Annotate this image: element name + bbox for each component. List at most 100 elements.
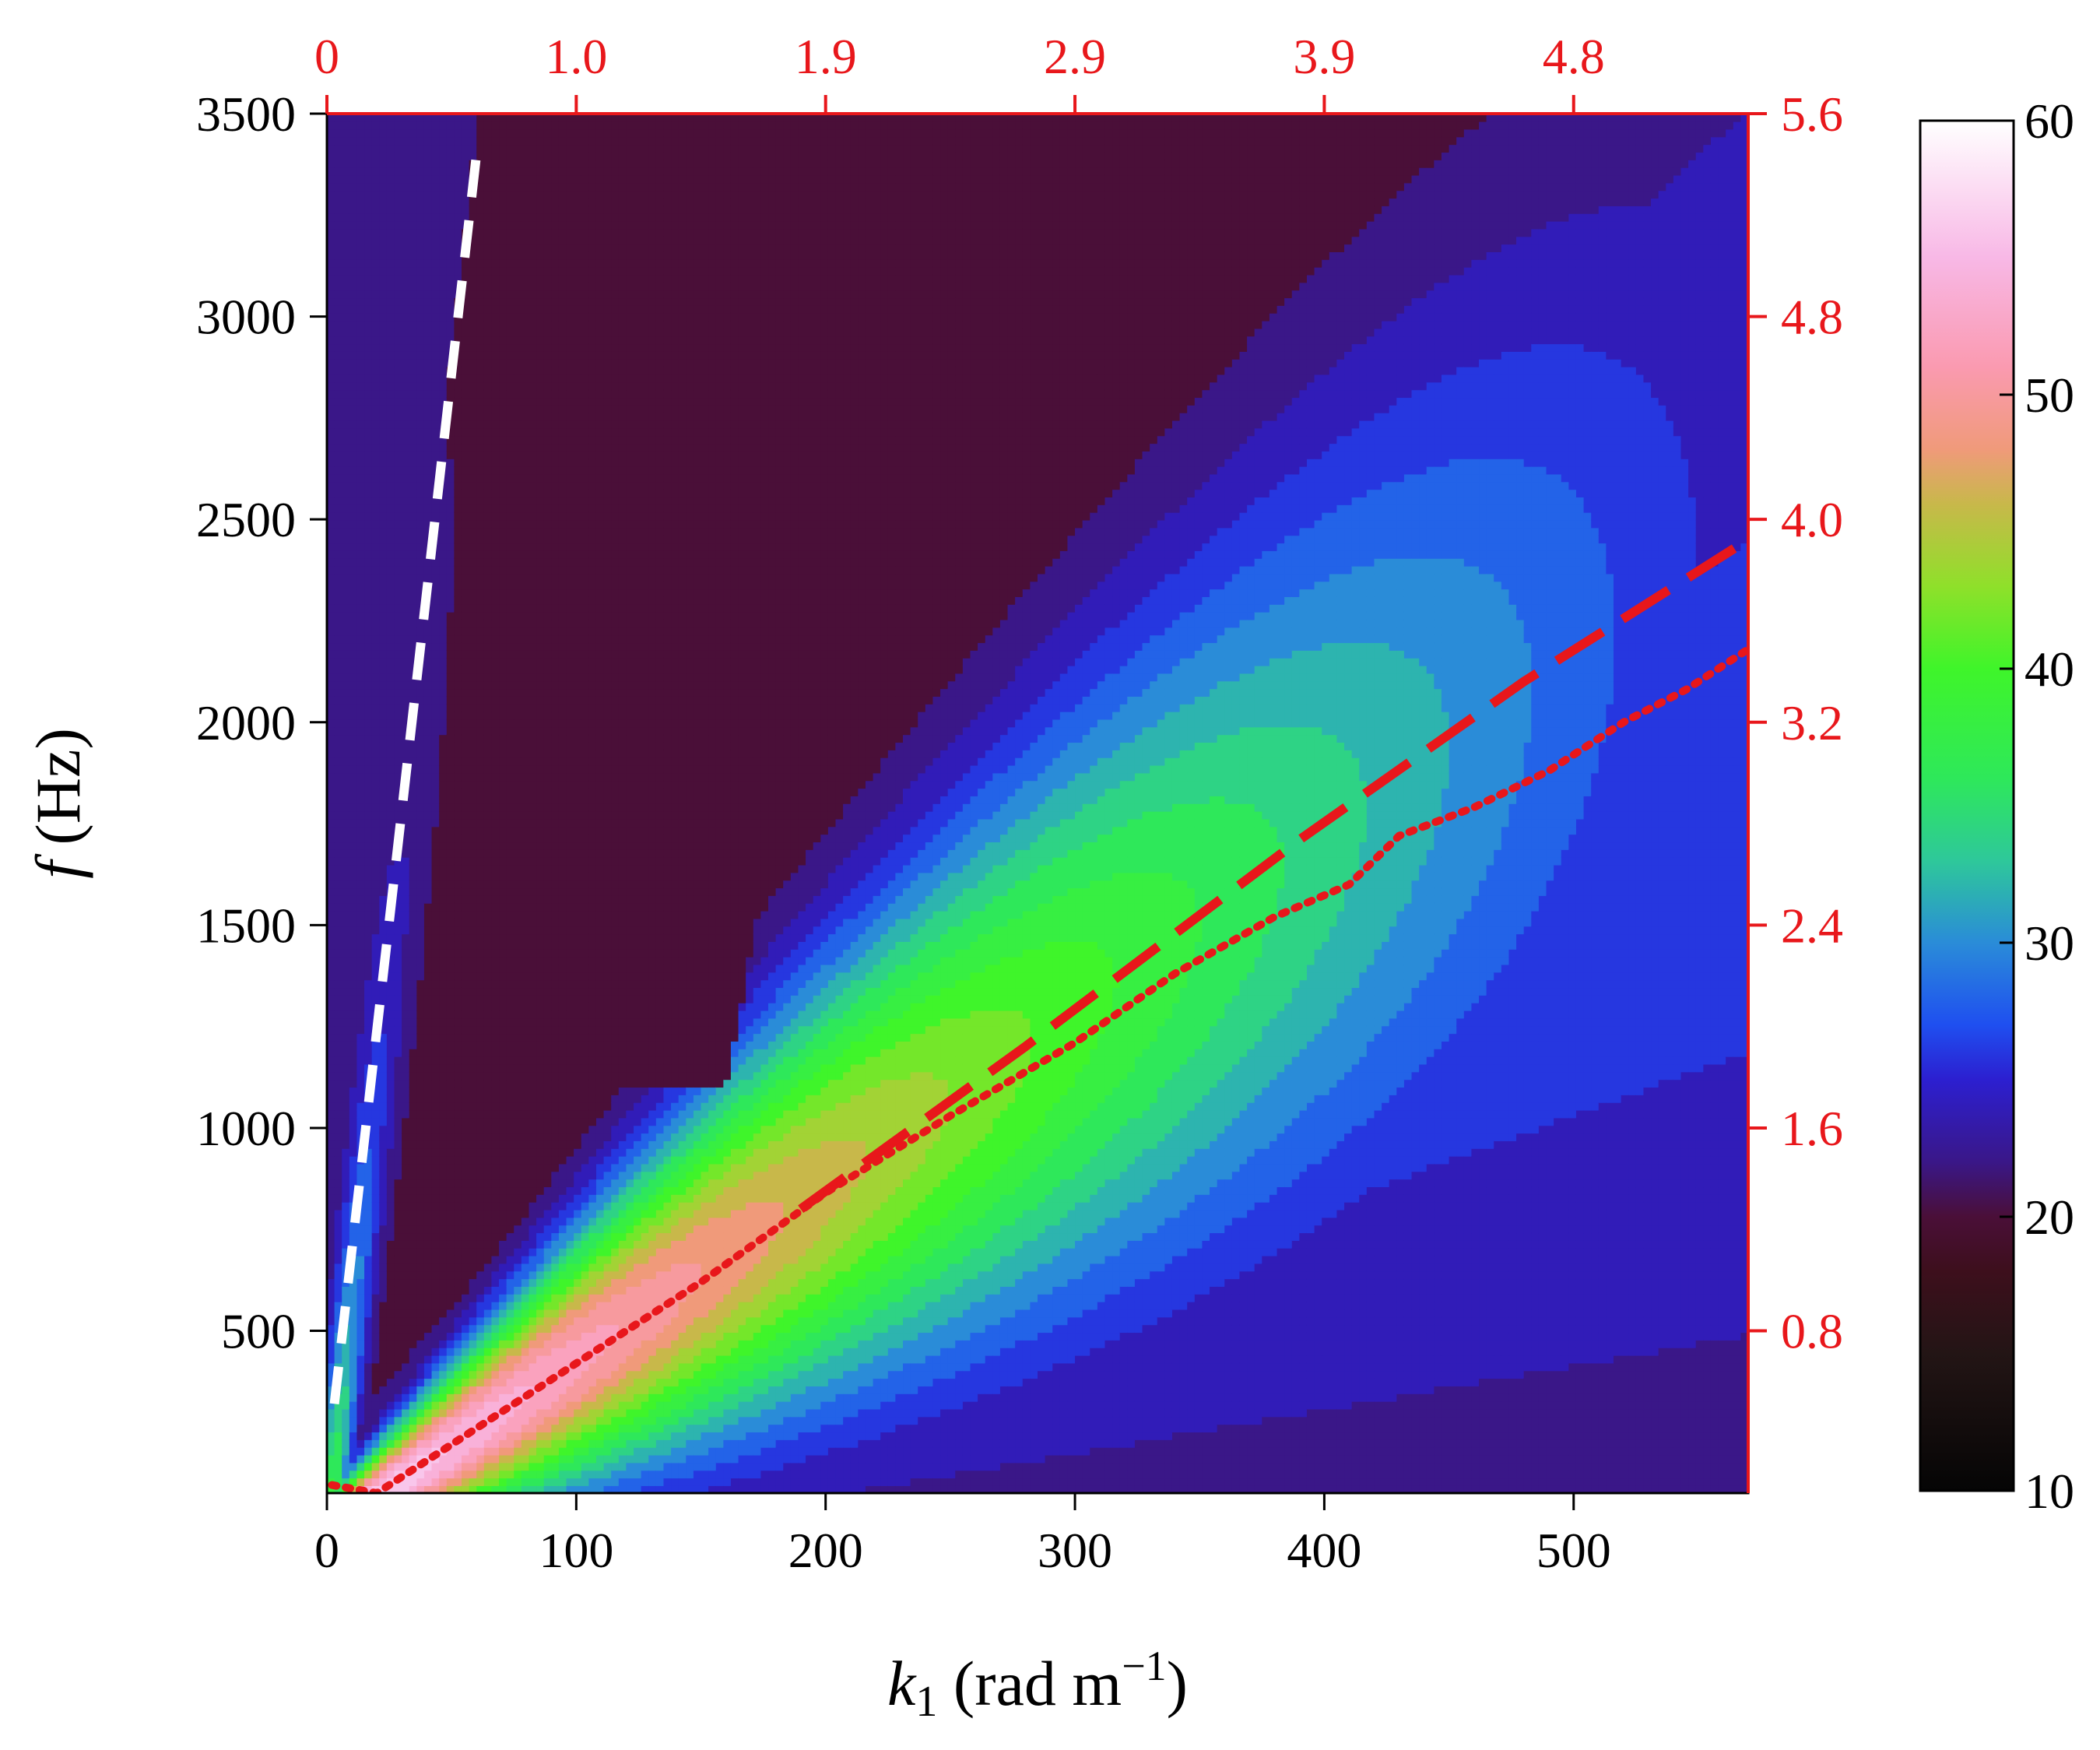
heatmap-cell: [521, 136, 530, 146]
heatmap-cell: [394, 987, 402, 996]
heatmap-cell: [454, 550, 462, 559]
heatmap-cell: [431, 772, 440, 782]
heatmap-cell: [364, 964, 373, 973]
heatmap-cell: [371, 366, 381, 375]
heatmap-cell: [379, 427, 388, 437]
heatmap-cell: [446, 152, 455, 160]
heatmap-cell: [461, 856, 470, 866]
heatmap-cell: [446, 581, 455, 590]
heatmap-cell: [386, 634, 395, 644]
heatmap-cell: [483, 1179, 493, 1188]
heatmap-cell: [379, 1225, 388, 1234]
heatmap-cell: [514, 1209, 522, 1218]
heatmap-cell: [476, 244, 485, 252]
heatmap-cell: [499, 1194, 507, 1203]
heatmap-cell: [394, 926, 402, 935]
heatmap-cell: [514, 1049, 522, 1057]
heatmap-cell: [499, 1478, 507, 1486]
heatmap-cell: [342, 535, 350, 544]
heatmap-cell: [379, 1201, 388, 1211]
heatmap-cell: [423, 1270, 433, 1280]
heatmap-cell: [349, 1362, 358, 1372]
heatmap-cell: [499, 1301, 507, 1310]
heatmap-cell: [483, 780, 493, 789]
heatmap-cell: [379, 1071, 388, 1081]
heatmap-cell: [327, 121, 335, 130]
heatmap-cell: [402, 266, 410, 276]
heatmap-cell: [483, 987, 493, 996]
heatmap-cell: [394, 114, 402, 122]
heatmap-cell: [454, 1109, 462, 1119]
heatmap-cell: [342, 190, 350, 199]
heatmap-cell: [349, 489, 358, 498]
heatmap-cell: [394, 880, 402, 889]
heatmap-cell: [469, 381, 478, 391]
heatmap-cell: [371, 634, 381, 644]
heatmap-cell: [386, 665, 395, 674]
heatmap-cell: [461, 573, 470, 582]
heatmap-cell: [491, 144, 500, 153]
heatmap-cell: [423, 673, 433, 682]
heatmap-cell: [483, 1163, 493, 1172]
heatmap-cell: [469, 136, 478, 146]
heatmap-cell: [491, 895, 500, 904]
heatmap-cell: [491, 420, 500, 429]
heatmap-cell: [431, 1209, 440, 1218]
heatmap-cell: [371, 405, 381, 413]
heatmap-cell: [506, 1117, 515, 1126]
heatmap-cell: [423, 1148, 433, 1157]
heatmap-cell: [364, 160, 373, 168]
heatmap-cell: [521, 596, 530, 605]
heatmap-cell: [334, 374, 343, 383]
heatmap-cell: [423, 160, 433, 168]
heatmap-cell: [416, 589, 425, 597]
heatmap-cell: [499, 1347, 507, 1356]
heatmap-cell: [483, 167, 493, 176]
heatmap-cell: [483, 228, 493, 237]
heatmap-cell: [439, 1056, 448, 1065]
heatmap-cell: [514, 1225, 522, 1234]
heatmap-cell: [371, 136, 381, 146]
heatmap-cell: [349, 182, 358, 192]
heatmap-cell: [439, 1470, 448, 1479]
heatmap-cell: [416, 1017, 425, 1027]
heatmap-cell: [327, 979, 335, 989]
heatmap-cell: [514, 719, 522, 728]
heatmap-cell: [327, 259, 335, 268]
heatmap-cell: [521, 557, 530, 567]
heatmap-cell: [446, 611, 455, 620]
heatmap-cell: [483, 435, 493, 445]
heatmap-cell: [394, 1316, 402, 1326]
heatmap-cell: [379, 842, 388, 850]
heatmap-cell: [506, 856, 515, 866]
heatmap-cell: [394, 320, 402, 329]
heatmap-cell: [364, 696, 373, 705]
heatmap-cell: [364, 1194, 373, 1203]
heatmap-cell: [402, 1225, 410, 1234]
heatmap-cell: [469, 1316, 478, 1326]
heatmap-cell: [371, 902, 381, 912]
heatmap-cell: [514, 1340, 522, 1348]
heatmap-cell: [431, 680, 440, 690]
heatmap-cell: [476, 704, 485, 712]
heatmap-cell: [514, 673, 522, 682]
heatmap-cell: [394, 619, 402, 628]
heatmap-cell: [506, 144, 515, 153]
heatmap-cell: [402, 1179, 410, 1188]
heatmap-cell: [439, 696, 448, 705]
heatmap-cell: [469, 266, 478, 276]
heatmap-cell: [506, 1163, 515, 1172]
heatmap-cell: [454, 650, 462, 659]
heatmap-cell: [454, 228, 462, 237]
heatmap-cell: [506, 842, 515, 850]
heatmap-cell: [356, 174, 365, 184]
heatmap-cell: [327, 1209, 335, 1218]
heatmap-cell: [491, 964, 500, 973]
heatmap-cell: [483, 1432, 493, 1440]
heatmap-cell: [454, 160, 462, 168]
heatmap-cell: [529, 1286, 537, 1295]
heatmap-cell: [416, 1186, 425, 1195]
heatmap-cell: [334, 810, 343, 820]
heatmap-cell: [469, 933, 478, 942]
heatmap-cell: [439, 589, 448, 597]
